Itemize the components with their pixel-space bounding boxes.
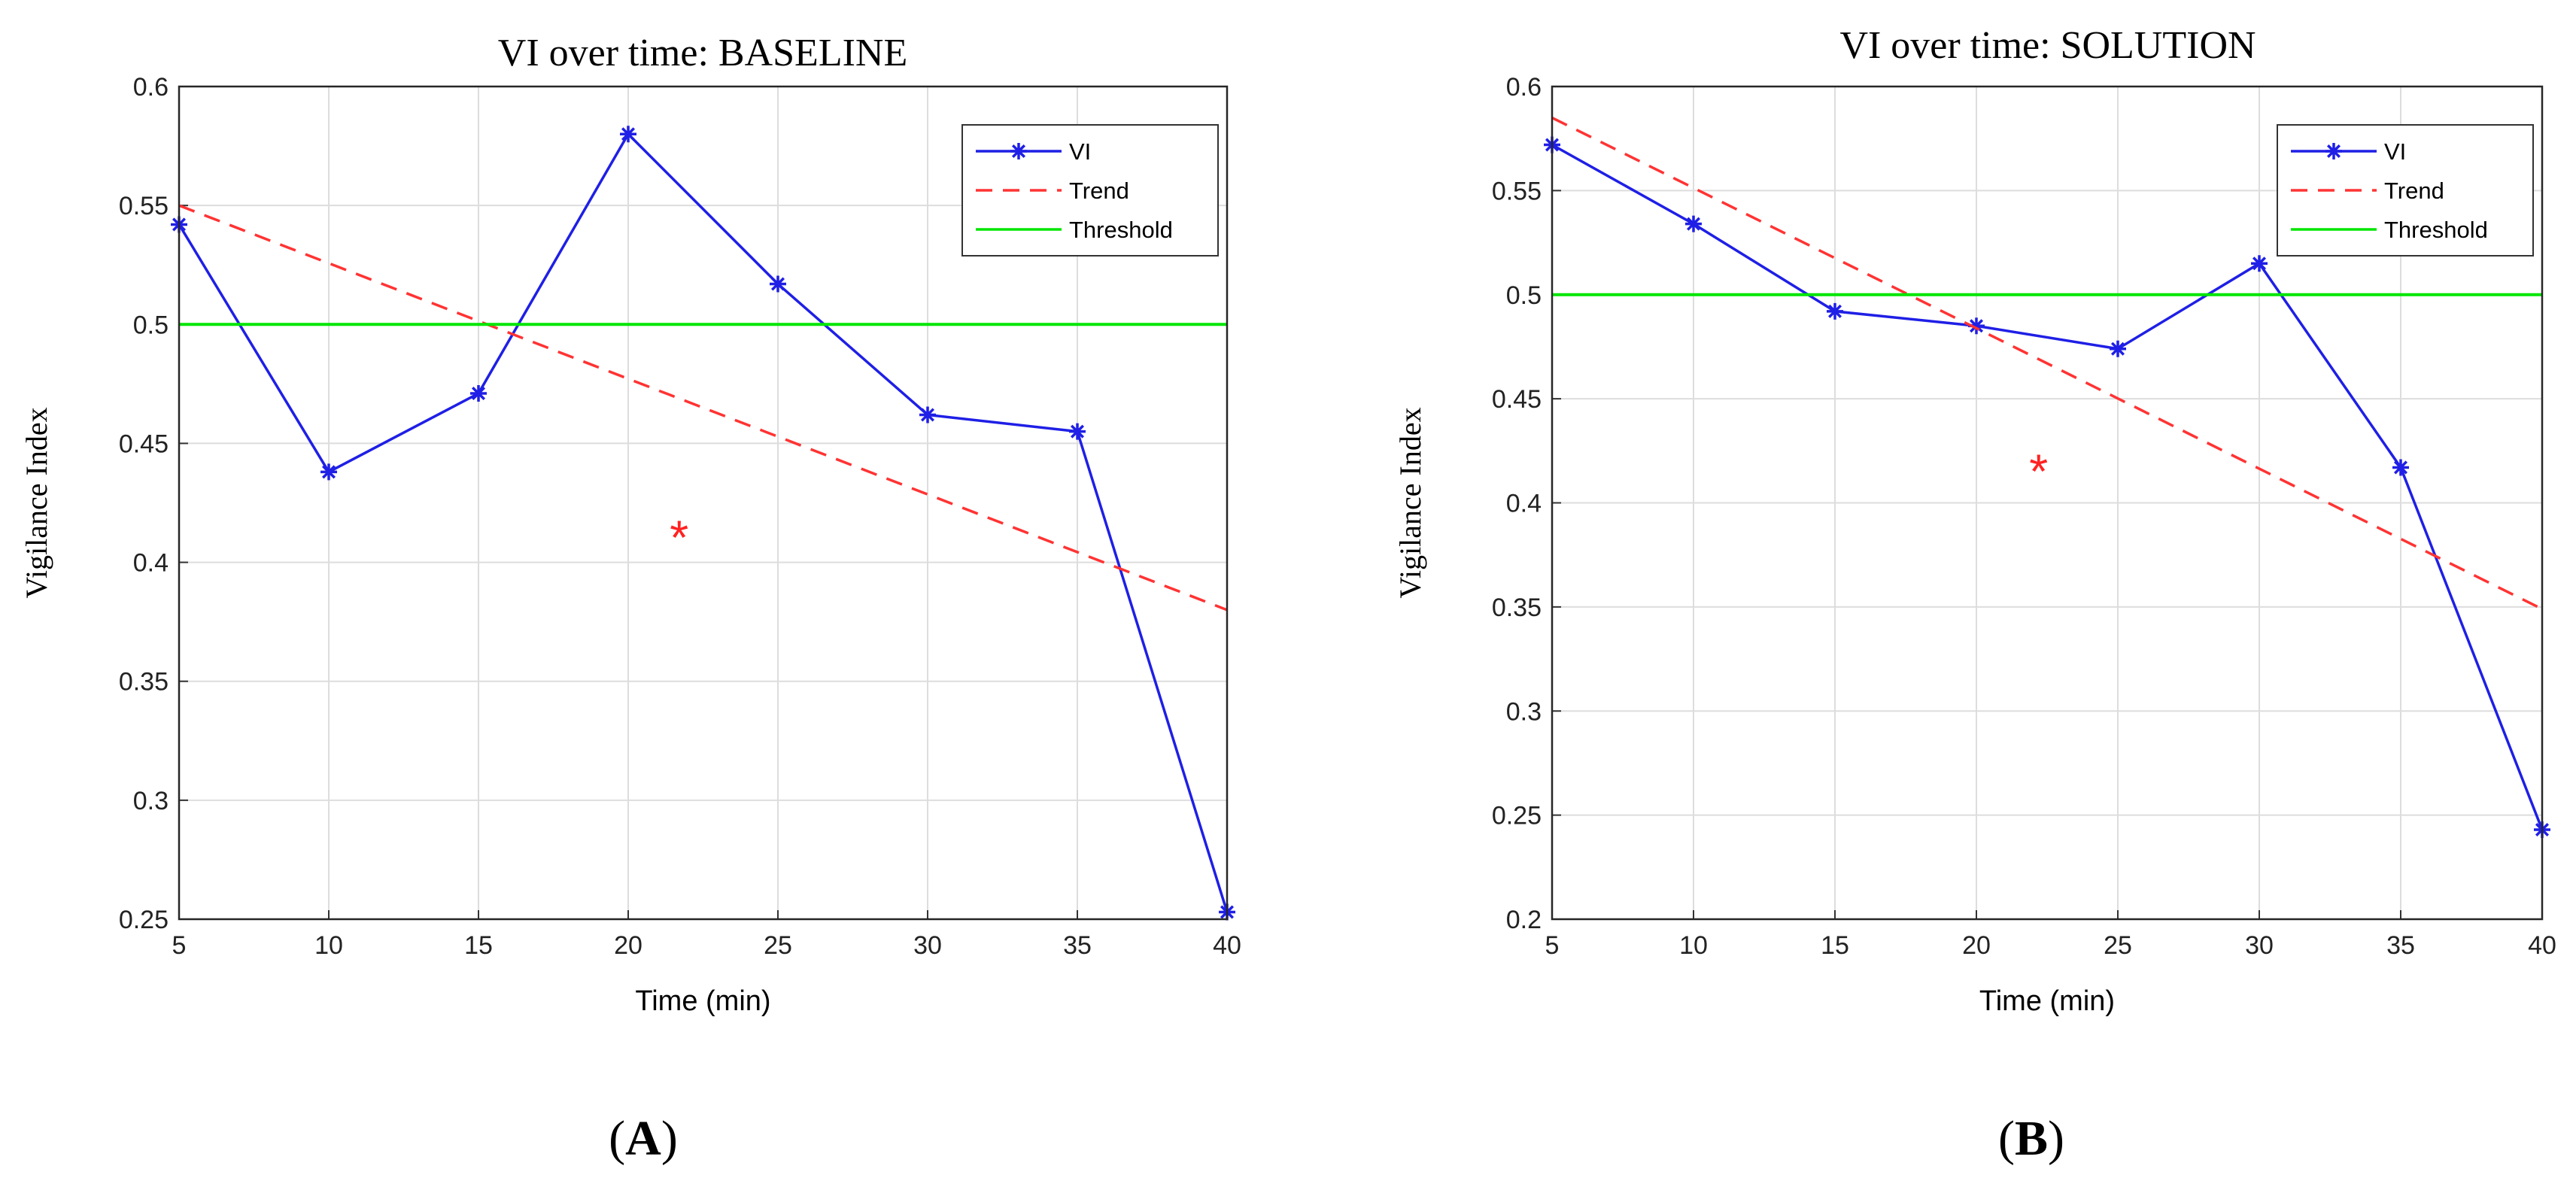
x-tick-label: 10: [314, 931, 343, 960]
y-tick-label: 0.4: [1506, 490, 1542, 518]
x-tick-label: 25: [2104, 931, 2132, 960]
x-tick-label: 30: [913, 931, 942, 960]
x-tick-label: 40: [1213, 931, 1241, 960]
x-tick-label: 5: [172, 931, 187, 960]
panel-label: (B): [1998, 1111, 2064, 1166]
significance-asterisk: *: [2029, 445, 2048, 499]
data-point-vi: [2392, 459, 2409, 476]
y-tick-label: 0.35: [1492, 593, 1542, 622]
data-point-vi: [919, 406, 936, 423]
data-point-vi: [2110, 340, 2126, 357]
y-tick-label: 0.5: [1506, 281, 1542, 310]
data-point-vi: [1685, 215, 1702, 232]
significance-asterisk: *: [670, 510, 688, 564]
axes-box: [178, 85, 1229, 921]
chart-title: VI over time: SOLUTION: [1839, 24, 2256, 67]
data-point-vi: [1827, 302, 1843, 320]
y-tick-label: 0.6: [1506, 73, 1542, 102]
series-line-vi: [1551, 143, 2544, 830]
panel-label-letter: B: [2015, 1111, 2048, 1166]
x-tick-label: 20: [1962, 931, 1991, 960]
chart-title: VI over time: BASELINE: [498, 32, 907, 74]
x-tick-label: 40: [2528, 931, 2556, 960]
x-tick-label: 30: [2245, 931, 2274, 960]
x-tick-label: 35: [2386, 931, 2415, 960]
data-point-vi: [320, 463, 337, 481]
x-tick-label: 15: [464, 931, 493, 960]
x-tick-label: 35: [1063, 931, 1092, 960]
y-tick-label: 0.45: [119, 430, 169, 458]
panel-label-close-paren: ): [661, 1111, 678, 1166]
panel-label-letter: A: [625, 1111, 661, 1166]
axes-box: [1551, 85, 2544, 921]
chart-panel-A: 5 10 15 20 25 30 35 40 0.25 0.3 0.35 0.4 0.45 0.5 0.55…: [20, 32, 1241, 1166]
data-point-vi: [470, 385, 487, 402]
data-point-vi: [1968, 317, 1985, 335]
data-point-vi: [620, 126, 636, 143]
y-tick-label: 0.25: [1492, 802, 1542, 830]
legend-label-threshold: Threshold: [2384, 217, 2488, 243]
y-axis-label: Vigilance Index: [1393, 407, 1427, 598]
x-axis-label: Time (min): [1979, 985, 2115, 1017]
data-point-vi: [770, 275, 786, 293]
y-tick-label: 0.3: [133, 787, 169, 815]
panel-label-open-paren: (: [609, 1111, 625, 1166]
y-tick-label: 0.3: [1506, 697, 1542, 726]
x-tick-label: 20: [614, 931, 642, 960]
legend-label-threshold: Threshold: [1069, 217, 1173, 243]
x-tick-label: 10: [1679, 931, 1708, 960]
chart-panel-B: 5 10 15 20 25 30 35 40 0.2 0.25 0.3 0.35 0.4 0.45 0.5 0…: [1393, 24, 2556, 1166]
y-tick-label: 0.4: [133, 549, 169, 578]
x-tick-label: 5: [1545, 931, 1560, 960]
legend-label-vi: VI: [2384, 138, 2406, 165]
y-tick-label: 0.35: [119, 668, 169, 697]
series-line-vi: [178, 132, 1229, 913]
x-axis-label: Time (min): [635, 985, 770, 1017]
panel-label: (A): [609, 1111, 678, 1166]
x-tick-label: 25: [764, 931, 792, 960]
legend: VI Trend Threshold: [2277, 124, 2534, 257]
series-line-trend: [1551, 116, 2543, 611]
data-point-vi: [1069, 423, 1086, 440]
legend-label-trend: Trend: [1069, 178, 1129, 204]
legend-label-vi: VI: [1069, 138, 1091, 165]
y-tick-label: 0.55: [119, 192, 169, 220]
series-line-trend: [178, 204, 1228, 612]
y-tick-label: 0.5: [133, 311, 169, 339]
y-tick-label: 0.25: [119, 906, 169, 934]
y-tick-label: 0.45: [1492, 385, 1542, 414]
legend: VI Trend Threshold: [961, 124, 1219, 257]
legend-marker-vi: [2325, 143, 2342, 159]
legend-marker-vi: [1010, 143, 1027, 159]
panel-label-open-paren: (: [1998, 1111, 2015, 1166]
y-tick-label: 0.2: [1506, 906, 1542, 934]
x-tick-label: 15: [1821, 931, 1849, 960]
data-point-vi: [2251, 255, 2268, 272]
y-axis-label: Vigilance Index: [20, 407, 53, 598]
legend-label-trend: Trend: [2384, 178, 2444, 204]
y-tick-label: 0.6: [133, 73, 169, 102]
y-tick-label: 0.55: [1492, 177, 1542, 205]
panel-label-close-paren: ): [2048, 1111, 2064, 1166]
